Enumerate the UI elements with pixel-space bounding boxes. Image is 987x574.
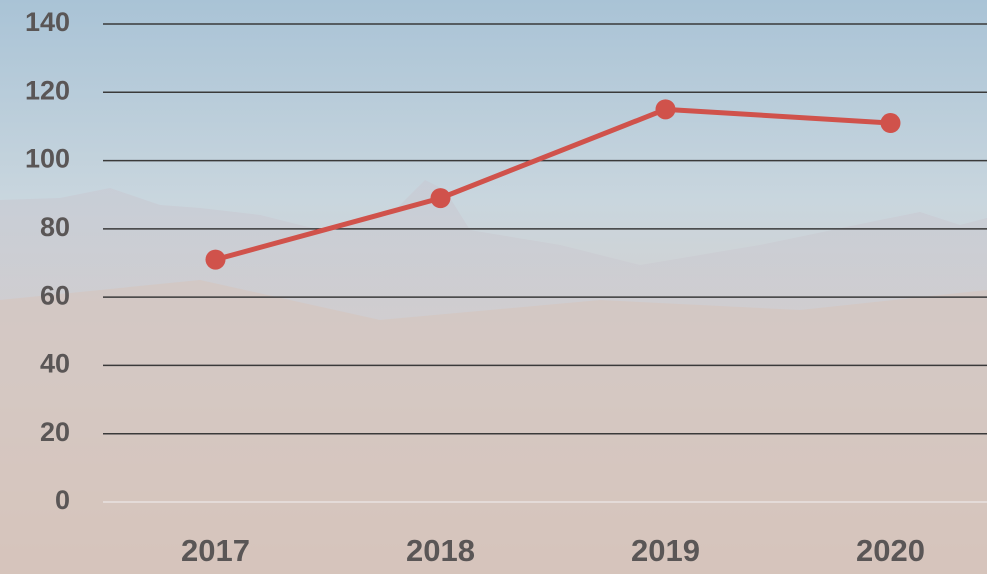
marker <box>206 250 226 270</box>
y-tick-label: 40 <box>40 349 70 379</box>
y-tick-label: 20 <box>40 417 70 447</box>
x-tick-label: 2019 <box>631 533 700 568</box>
chart: 0 20 40 60 80 100 120 140 2017 2018 2019 2020 <box>0 0 987 574</box>
y-tick-label: 60 <box>40 280 70 310</box>
marker <box>881 113 901 133</box>
x-tick-label: 2017 <box>181 533 250 568</box>
x-tick-label: 2018 <box>406 533 475 568</box>
marker <box>431 188 451 208</box>
haze <box>0 280 987 574</box>
y-tick-label: 80 <box>40 212 70 242</box>
x-tick-label: 2020 <box>856 533 925 568</box>
y-tick-label: 100 <box>25 144 70 174</box>
marker <box>656 99 676 119</box>
page: {"chart_data": {"type": "line", "categor… <box>0 0 987 574</box>
y-tick-label: 0 <box>55 485 70 515</box>
y-tick-label: 120 <box>25 75 70 105</box>
y-tick-label: 140 <box>25 7 70 37</box>
